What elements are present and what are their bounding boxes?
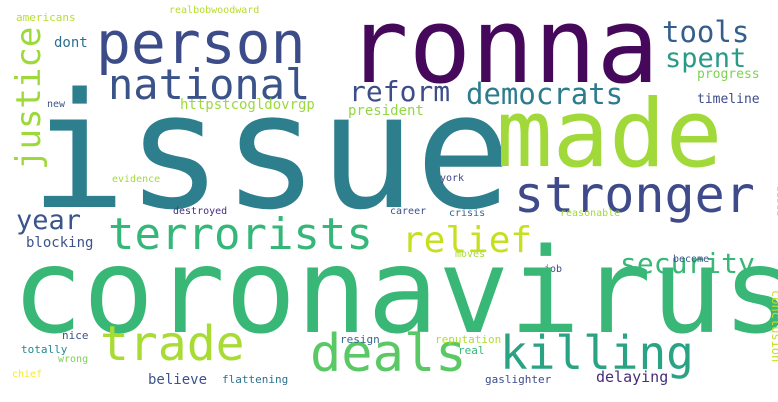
word-progress: progress: [697, 67, 760, 82]
word-issue: issue: [30, 58, 512, 245]
word-real: real: [458, 344, 485, 357]
word-security: security: [620, 247, 755, 280]
word-killing: killing: [500, 326, 694, 380]
word-made: made: [496, 80, 723, 189]
word-based: based: [774, 186, 778, 217]
word-new: new: [47, 99, 66, 110]
word-york: york: [440, 173, 465, 184]
word-person: person: [96, 9, 306, 77]
word-realbobwoodward: realbobwoodward: [169, 5, 260, 16]
word-trade: trade: [100, 316, 245, 372]
word-totally: totally: [21, 343, 68, 356]
word-nice: nice: [62, 329, 89, 342]
word-terrorists: terrorists: [108, 209, 373, 260]
word-national: national: [108, 60, 311, 109]
word-evidence: evidence: [112, 174, 161, 185]
word-career: career: [390, 206, 427, 217]
word-stronger: stronger: [514, 166, 755, 224]
word-wrong: wrong: [58, 354, 89, 365]
word-become: become: [673, 254, 710, 265]
word-chief: chief: [12, 369, 43, 380]
word-democrats: democrats: [466, 77, 624, 111]
word-resign: resign: [340, 333, 380, 346]
word-crisis: crisis: [449, 208, 486, 219]
word-destroyed: destroyed: [173, 206, 228, 217]
word-ronna: ronna: [346, 0, 660, 107]
word-president: president: [348, 103, 424, 119]
word-americans: americans: [16, 11, 76, 24]
word-year: year: [16, 205, 82, 236]
word-reform: reform: [349, 75, 451, 108]
word-job: job: [544, 264, 563, 275]
word-blocking: blocking: [26, 235, 94, 251]
word-moves: moves: [455, 249, 486, 260]
word-delaying: delaying: [596, 368, 669, 386]
word-relief: relief: [402, 220, 533, 261]
word-reputation: reputation: [435, 333, 502, 346]
word-gaslighter: gaslighter: [485, 373, 552, 386]
word-timeline: timeline: [697, 92, 760, 107]
word-deals: deals: [310, 324, 467, 384]
word-justice: justice: [9, 26, 49, 170]
word-spent: spent: [665, 43, 747, 74]
word-httpstcogldovrgp: httpstcogldovrgp: [180, 97, 315, 113]
word-conclusion: conclusion: [769, 290, 778, 363]
word-dont: dont: [54, 35, 88, 51]
word-reasonable: reasonable: [560, 208, 621, 219]
word-tools: tools: [662, 15, 750, 49]
word-believe: believe: [148, 372, 208, 388]
word-flattening: flattening: [222, 373, 289, 386]
word-coronavirus: coronavirus: [12, 222, 778, 360]
